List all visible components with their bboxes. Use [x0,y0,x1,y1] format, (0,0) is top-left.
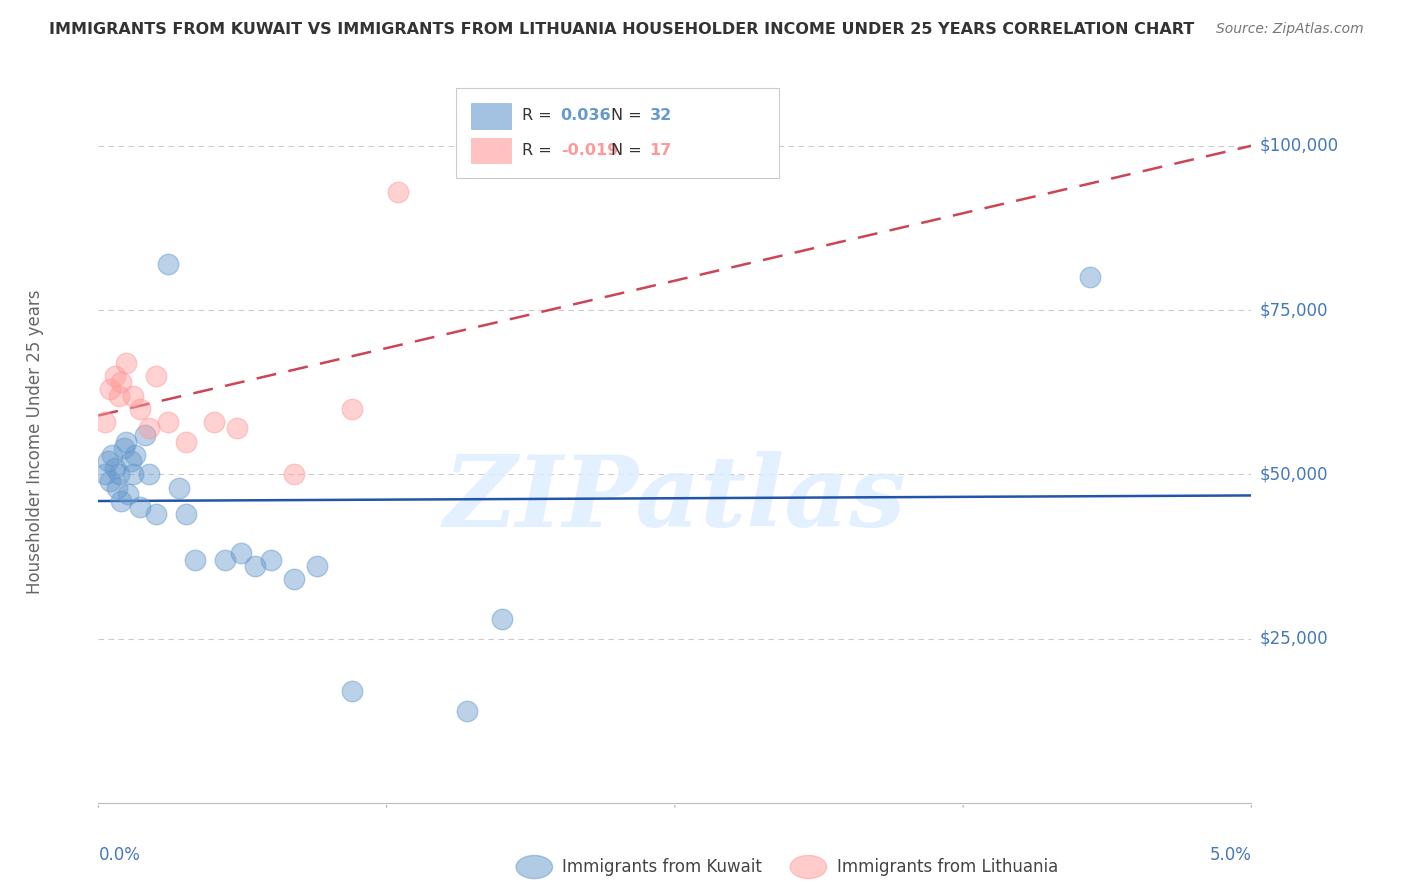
Point [98,474,121,488]
Point [260,553,283,567]
Point [231,546,253,560]
Text: 17: 17 [650,143,672,158]
Point [145,368,167,383]
Point [122,467,145,482]
Point [97,454,120,468]
Point [94,467,117,482]
Point [202,415,225,429]
Point [98,382,121,396]
Point [174,507,197,521]
Point [156,257,179,271]
Text: $75,000: $75,000 [1260,301,1329,319]
Point [167,481,190,495]
Text: IMMIGRANTS FROM KUWAIT VS IMMIGRANTS FROM LITHUANIA HOUSEHOLDER INCOME UNDER 25 : IMMIGRANTS FROM KUWAIT VS IMMIGRANTS FRO… [49,22,1195,37]
Text: 5.0%: 5.0% [1209,847,1251,864]
Bar [471,103,512,128]
Point [110,493,132,508]
Point [108,388,131,402]
Point [307,559,329,574]
Text: R =: R = [522,108,557,123]
Point [245,559,267,574]
Point [283,573,305,587]
Point [138,467,160,482]
Text: 0.0%: 0.0% [98,847,141,864]
Text: Immigrants from Kuwait: Immigrants from Kuwait [562,858,762,876]
Text: -0.019: -0.019 [561,143,619,158]
Text: Immigrants from Lithuania: Immigrants from Lithuania [837,858,1057,876]
Point [340,684,363,698]
Point [387,185,409,199]
Point [101,448,124,462]
Point [124,448,146,462]
Point [138,421,160,435]
Text: N =: N = [612,143,647,158]
Text: N =: N = [612,108,647,123]
Point [129,500,152,515]
Point [214,553,236,567]
Point [283,467,305,482]
Bar [471,138,512,163]
Text: $100,000: $100,000 [1260,137,1339,155]
Text: Source: ZipAtlas.com: Source: ZipAtlas.com [1216,22,1364,37]
Point [105,481,128,495]
Text: $25,000: $25,000 [1260,630,1329,648]
Text: $50,000: $50,000 [1260,466,1329,483]
Point [117,487,139,501]
Text: ZIPatlas: ZIPatlas [444,451,905,548]
Text: Householder Income Under 25 years: Householder Income Under 25 years [25,289,44,594]
Point [110,376,132,390]
Point [145,507,167,521]
Point [491,612,513,626]
Point [225,421,247,435]
Point [340,401,363,416]
Point [456,704,478,718]
Text: 0.036: 0.036 [561,108,612,123]
FancyBboxPatch shape [456,87,779,178]
Point [115,434,138,449]
Text: 32: 32 [650,108,672,123]
Point [1078,270,1101,285]
Text: R =: R = [522,143,557,158]
Point [174,434,197,449]
Point [184,553,207,567]
Point [94,415,117,429]
Point [103,368,125,383]
Point [122,388,145,402]
Point [115,356,138,370]
Point [103,460,125,475]
Point [120,454,142,468]
Point [134,428,156,442]
Point [129,401,152,416]
Point [112,441,135,455]
Point [156,415,179,429]
Point [108,467,131,482]
